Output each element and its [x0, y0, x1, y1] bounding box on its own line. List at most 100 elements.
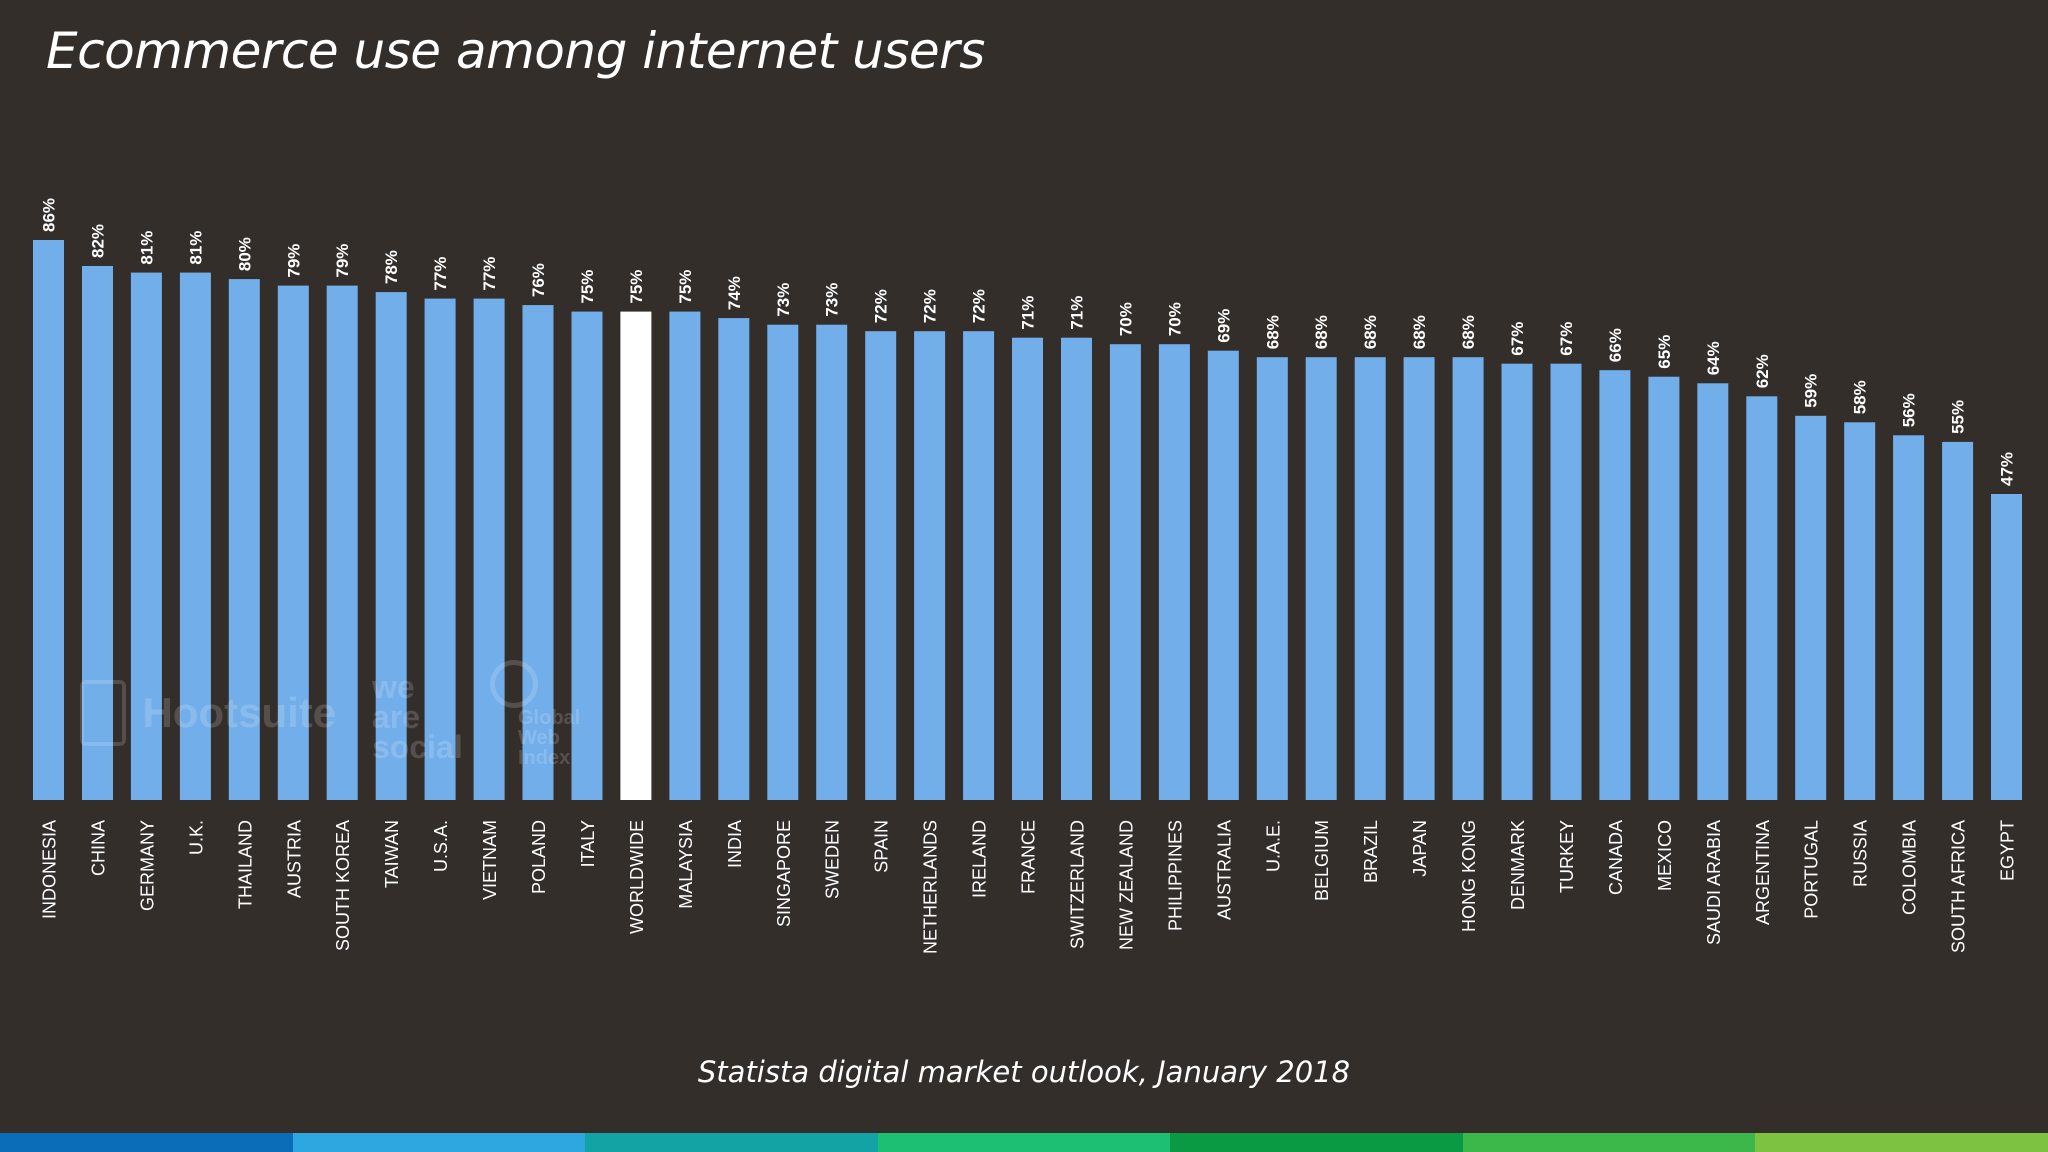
value-label-malaysia: 75%: [676, 270, 695, 304]
bar-south-korea: [326, 285, 358, 801]
gwi-line-2: Web: [518, 727, 560, 749]
category-label-portugal: PORTUGAL: [1802, 820, 1822, 919]
bar-poland: [522, 305, 554, 800]
bar-mexico: [1648, 376, 1680, 800]
bar-canada: [1599, 370, 1631, 800]
chart-title: Ecommerce use among internet users: [46, 22, 985, 80]
bar-austria: [277, 285, 309, 801]
bar-saudi-arabia: [1697, 383, 1729, 800]
value-label-sweden: 73%: [823, 283, 842, 317]
value-label-vietnam: 77%: [480, 257, 499, 291]
category-label-u-k: U.K.: [186, 820, 206, 855]
value-label-indonesia: 86%: [40, 198, 59, 232]
bar-new-zealand: [1109, 344, 1141, 800]
value-label-saudi-arabia: 64%: [1704, 341, 1723, 375]
category-label-indonesia: INDONESIA: [40, 820, 60, 919]
value-label-u-s-a: 77%: [431, 257, 450, 291]
bar-australia: [1207, 350, 1239, 800]
category-label-france: FRANCE: [1019, 820, 1039, 894]
bar-south-africa: [1942, 441, 1974, 800]
value-label-france: 71%: [1019, 296, 1038, 330]
category-label-singapore: SINGAPORE: [774, 820, 794, 927]
bar-italy: [571, 311, 603, 800]
value-label-austria: 79%: [284, 244, 303, 278]
bar-vietnam: [473, 298, 505, 800]
category-label-brazil: BRAZIL: [1361, 820, 1381, 883]
category-label-taiwan: TAIWAN: [382, 820, 402, 888]
value-label-philippines: 70%: [1165, 302, 1184, 336]
value-label-u-k: 81%: [186, 231, 205, 265]
footer-color-stripe: [0, 1133, 2048, 1152]
value-label-argentina: 62%: [1753, 354, 1772, 388]
value-label-china: 82%: [89, 224, 108, 258]
category-label-austria: AUSTRIA: [284, 820, 304, 898]
bar-sweden: [816, 324, 848, 800]
value-label-u-a-e: 68%: [1263, 315, 1282, 349]
category-label-poland: POLAND: [529, 820, 549, 894]
bar-japan: [1403, 357, 1435, 800]
bar-malaysia: [669, 311, 701, 800]
bar-netherlands: [914, 331, 946, 800]
value-label-south-africa: 55%: [1949, 400, 1968, 434]
value-label-singapore: 73%: [774, 283, 793, 317]
bar-india: [718, 318, 750, 800]
value-label-hong-kong: 68%: [1459, 315, 1478, 349]
bar-singapore: [767, 324, 799, 800]
category-label-u-a-e: U.A.E.: [1263, 820, 1283, 872]
bar-egypt: [1991, 494, 2022, 800]
value-label-poland: 76%: [529, 263, 548, 297]
category-label-vietnam: VIETNAM: [480, 820, 500, 900]
value-label-japan: 68%: [1410, 315, 1429, 349]
category-label-italy: ITALY: [578, 820, 598, 867]
bar-u-k: [179, 272, 211, 801]
we-are-social-line-3: social: [372, 729, 463, 765]
gwi-line-3: Index: [518, 747, 571, 769]
category-label-egypt: EGYPT: [1998, 820, 2018, 881]
source-caption: Statista digital market outlook, January…: [697, 1055, 1351, 1089]
category-label-ireland: IRELAND: [970, 820, 990, 898]
bar-u-a-e: [1256, 357, 1288, 800]
we-are-social-watermark: we are social: [372, 671, 463, 765]
footer-stripe-4: [877, 1133, 1171, 1152]
category-label-australia: AUSTRALIA: [1214, 820, 1234, 920]
value-label-germany: 81%: [137, 231, 156, 265]
footer-stripe-7: [1755, 1133, 2048, 1152]
category-label-saudi-arabia: SAUDI ARABIA: [1704, 820, 1724, 945]
bar-china: [82, 266, 113, 800]
bar-france: [1012, 337, 1043, 800]
bar-germany: [130, 272, 162, 801]
value-label-canada: 66%: [1606, 328, 1625, 362]
category-label-belgium: BELGIUM: [1312, 820, 1332, 901]
gwi-line-1: Global: [518, 707, 581, 729]
value-label-belgium: 68%: [1312, 315, 1331, 349]
category-label-argentina: ARGENTINA: [1753, 820, 1773, 925]
value-label-ireland: 72%: [970, 289, 989, 323]
value-label-taiwan: 78%: [382, 250, 401, 284]
footer-stripe-3: [585, 1133, 878, 1152]
value-label-new-zealand: 70%: [1116, 302, 1135, 336]
value-label-mexico: 65%: [1655, 335, 1674, 369]
bar-spain: [865, 331, 897, 800]
category-label-u-s-a: U.S.A.: [431, 820, 451, 872]
bar-hong-kong: [1452, 357, 1484, 800]
globe-icon: [490, 660, 538, 708]
category-label-germany: GERMANY: [137, 820, 157, 911]
hootsuite-watermark: Hootsuite: [80, 680, 336, 746]
category-label-canada: CANADA: [1606, 820, 1626, 895]
category-label-mexico: MEXICO: [1655, 820, 1675, 891]
bar-argentina: [1746, 396, 1778, 800]
category-label-hong-kong: HONG KONG: [1459, 820, 1479, 932]
value-label-switzerland: 71%: [1068, 296, 1087, 330]
category-label-netherlands: NETHERLANDS: [921, 820, 941, 954]
category-label-japan: JAPAN: [1410, 820, 1430, 877]
category-label-sweden: SWEDEN: [823, 820, 843, 899]
value-label-turkey: 67%: [1557, 322, 1576, 356]
value-label-spain: 72%: [872, 289, 891, 323]
value-label-netherlands: 72%: [921, 289, 940, 323]
category-label-philippines: PHILIPPINES: [1165, 820, 1185, 931]
bar-u-s-a: [424, 298, 456, 800]
value-label-denmark: 67%: [1508, 322, 1527, 356]
bar-switzerland: [1061, 337, 1092, 800]
bar-thailand: [228, 279, 260, 801]
footer-stripe-6: [1462, 1133, 1756, 1152]
